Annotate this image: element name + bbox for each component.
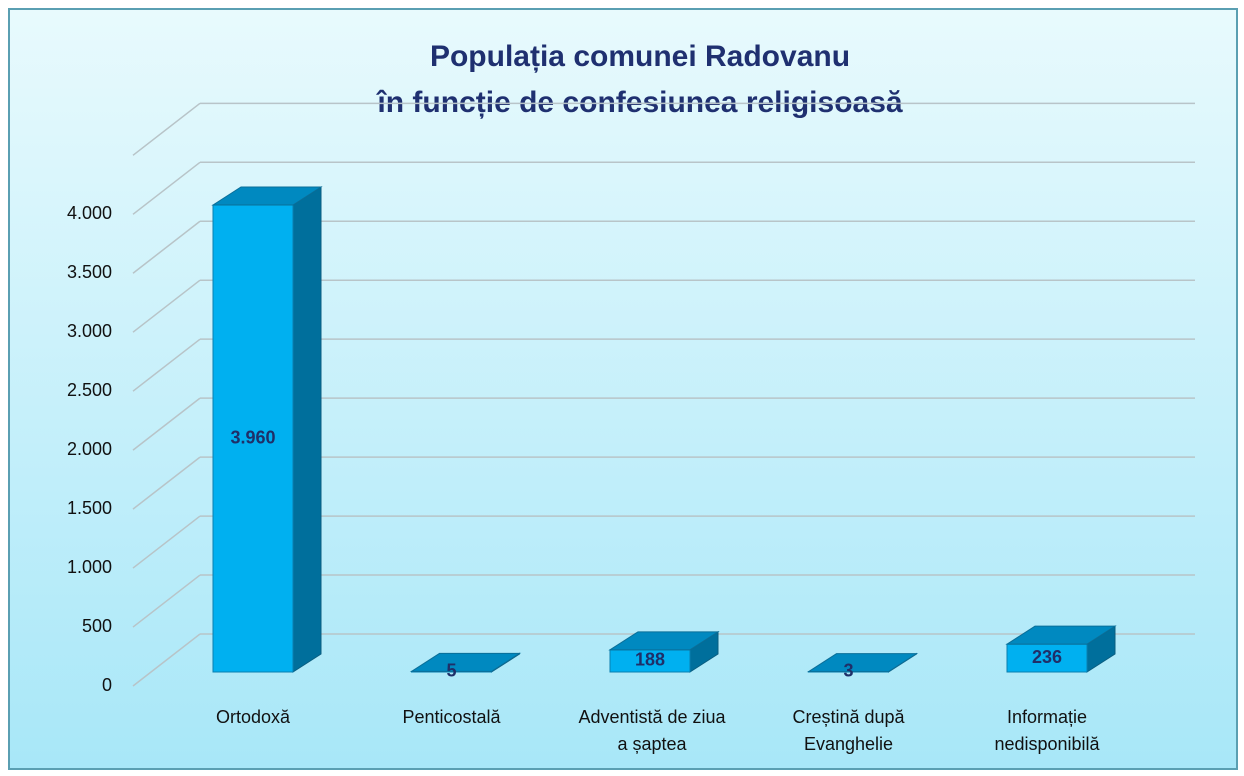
data-label: 3.960 <box>230 427 275 447</box>
x-tick-label: Informație nedisponibilă <box>994 707 1100 754</box>
grid-line <box>132 338 201 392</box>
y-tick-label: 4.000 <box>67 203 112 223</box>
chart-title: Populația comunei Radovanu <box>430 40 850 73</box>
bar <box>1006 643 1088 673</box>
grid-line <box>132 102 201 156</box>
bar-top <box>806 653 919 673</box>
grid-line <box>132 161 201 215</box>
y-tick-label: 500 <box>82 616 112 636</box>
y-tick-label: 3.500 <box>67 262 112 282</box>
x-tick-label: Creștină după Evanghelie <box>792 707 905 754</box>
data-label: 188 <box>635 650 665 670</box>
data-label: 5 <box>446 660 456 680</box>
bar-top <box>211 186 323 206</box>
grid-line <box>132 279 201 333</box>
x-tick-label: Penticostală <box>402 707 501 727</box>
y-tick-label: 0 <box>102 675 112 695</box>
grid-line <box>132 574 201 628</box>
y-tick-label: 2.500 <box>67 380 112 400</box>
x-tick-label: Ortodoxă <box>215 707 291 727</box>
bar <box>212 204 294 673</box>
bar-side <box>292 186 322 673</box>
data-label: 236 <box>1032 647 1062 667</box>
y-tick-label: 3.000 <box>67 321 112 341</box>
bar-top <box>1005 625 1117 645</box>
x-tick-label: Adventistă de ziua a șaptea <box>578 707 726 754</box>
y-tick-label: 1.500 <box>67 498 112 518</box>
grid-line <box>132 397 201 451</box>
data-label: 3 <box>843 661 853 681</box>
grid-line <box>132 633 201 687</box>
y-tick-label: 1.000 <box>67 557 112 577</box>
y-tick-label: 2.000 <box>67 439 112 459</box>
bar-top <box>608 631 720 651</box>
chart-title: în funcție de confesiunea religisoasă <box>375 86 902 119</box>
grid-line <box>132 220 201 274</box>
grid-line <box>132 456 201 510</box>
bar-top <box>409 652 522 672</box>
grid-line <box>132 515 201 569</box>
